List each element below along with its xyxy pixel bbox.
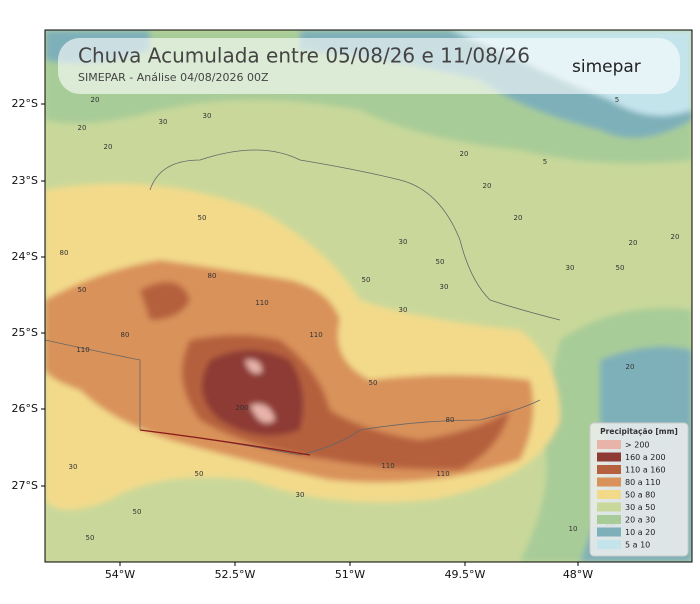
legend-label: > 200 [625, 441, 650, 450]
lat-label: 23°S [12, 174, 38, 187]
legend-label: 30 a 50 [625, 503, 655, 512]
contour-label: 20 [91, 96, 100, 104]
legend-label: 160 a 200 [625, 453, 666, 462]
lat-label: 25°S [12, 326, 38, 339]
contour-label: 50 [369, 379, 378, 387]
contour-label: 50 [78, 286, 87, 294]
lon-label: 54°W [105, 568, 135, 581]
lon-label: 52.5°W [215, 568, 256, 581]
legend-swatch [597, 465, 621, 474]
contour-label: 50 [86, 534, 95, 542]
lon-label: 51°W [335, 568, 365, 581]
contour-label: 5 [615, 96, 619, 104]
contour-label: 30 [399, 306, 408, 314]
contour-label: 20 [78, 124, 87, 132]
contour-label: 50 [362, 276, 371, 284]
contour-label: 110 [309, 331, 322, 339]
map-frame [44, 29, 693, 563]
contour-label: 50 [195, 470, 204, 478]
legend-swatch [597, 490, 621, 499]
contour-label: 110 [76, 346, 89, 354]
legend-label: 20 a 30 [625, 516, 655, 525]
contour-label: 20 [629, 239, 638, 247]
contour-label: 50 [198, 214, 207, 222]
contour-label: 110 [255, 299, 268, 307]
contour-label: 20 [671, 233, 680, 241]
contour-label: 10 [569, 525, 578, 533]
legend-swatch [597, 540, 621, 549]
contour-label: 80 [60, 249, 69, 257]
contour-label: 50 [616, 264, 625, 272]
legend-label: 80 a 110 [625, 478, 660, 487]
legend-swatch [597, 477, 621, 487]
title: Chuva Acumulada entre 05/08/26 e 11/08/2… [78, 44, 530, 68]
contour-label: 50 [436, 258, 445, 266]
subtitle: SIMEPAR - Análise 04/08/2026 00Z [78, 71, 269, 84]
legend-swatch [597, 527, 621, 537]
title-box [58, 38, 680, 94]
lon-label: 49.5°W [445, 568, 486, 581]
legend-swatch [597, 452, 621, 462]
contour-label: 110 [381, 462, 394, 470]
contour-label: 30 [296, 491, 305, 499]
legend-label: 10 a 20 [625, 528, 655, 537]
contour-label: 30 [440, 283, 449, 291]
contour-label: 5 [543, 158, 547, 166]
contour-label: 30 [203, 112, 212, 120]
contour-label: 30 [159, 118, 168, 126]
contour-label: 80 [121, 331, 130, 339]
lat-label: 22°S [12, 97, 38, 110]
legend-label: 5 a 10 [625, 541, 650, 550]
logo: simepar [572, 57, 641, 77]
contour-label: 110 [436, 470, 449, 478]
contour-label: 30 [399, 238, 408, 246]
lat-label: 24°S [12, 250, 38, 263]
lat-label: 26°S [12, 402, 38, 415]
lon-label: 48°W [563, 568, 593, 581]
legend-swatch [597, 515, 621, 524]
legend-label: 110 a 160 [625, 466, 666, 475]
contour-label: 30 [69, 463, 78, 471]
legend: Precipitação [mm] > 200 160 a 200 110 a 160… [589, 422, 689, 557]
contour-label: 80 [446, 416, 455, 424]
contour-label: 30 [566, 264, 575, 272]
legend-label: 50 a 80 [625, 491, 655, 500]
contour-label: 20 [483, 182, 492, 190]
contour-label: 20 [104, 143, 113, 151]
legend-swatch [597, 502, 621, 512]
contour-label: 80 [208, 272, 217, 280]
contour-label: 20 [626, 363, 635, 371]
legend-title: Precipitação [mm] [600, 427, 678, 436]
contour-label: 200 [235, 404, 248, 412]
lat-label: 27°S [12, 479, 38, 492]
contour-label: 20 [514, 214, 523, 222]
contour-label: 20 [460, 150, 469, 158]
contour-label: 50 [133, 508, 142, 516]
legend-swatch [597, 440, 621, 449]
